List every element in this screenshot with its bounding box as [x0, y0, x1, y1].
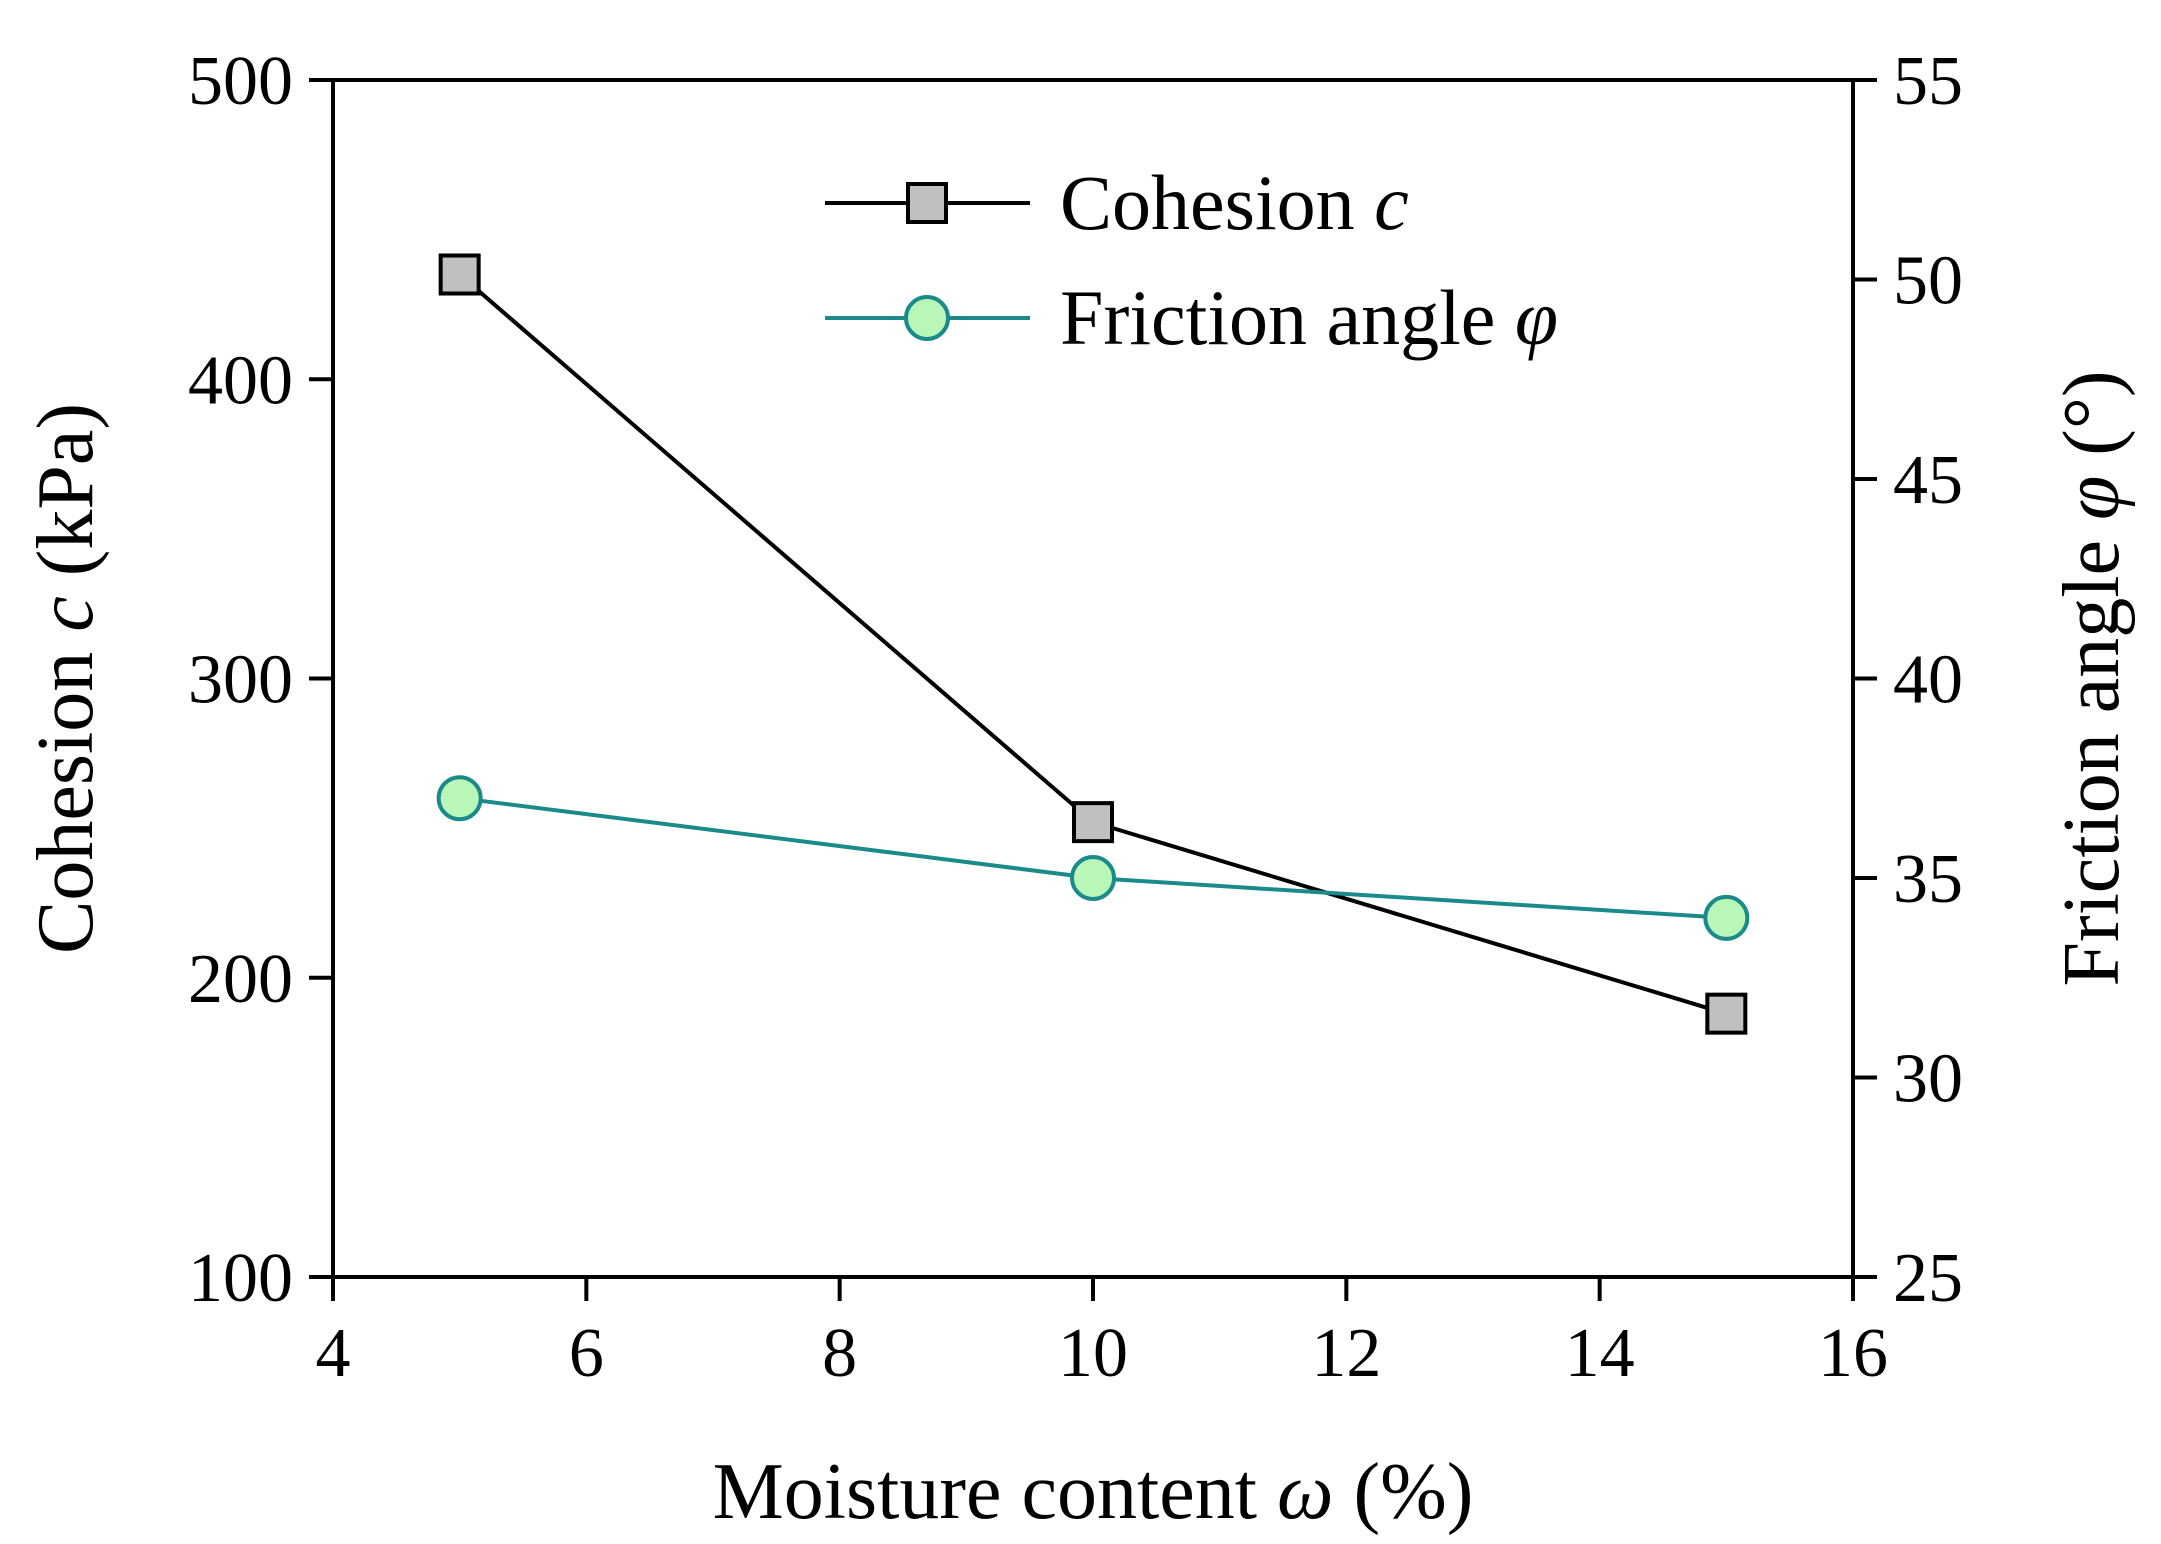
y-right-tick-label: 50	[1893, 243, 1963, 320]
y-left-tick-label: 500	[188, 43, 293, 120]
axes: 4 6 8 10 12 14 16 100 200 300 400 500 25 30 35 40 45 50 55	[188, 43, 1963, 1392]
x-tick-label: 10	[1058, 1315, 1128, 1392]
x-tick-label: 6	[569, 1315, 604, 1392]
y-left-tick-label: 400	[188, 342, 293, 419]
friction-angle-point	[1070, 855, 1116, 901]
y-right-tick-label: 25	[1893, 1240, 1963, 1317]
plot-frame	[331, 78, 1855, 1279]
y-right-tick-label: 35	[1893, 841, 1963, 918]
y-left-tick-label: 300	[188, 642, 293, 719]
x-tick-label: 12	[1311, 1315, 1381, 1392]
cohesion-point	[1705, 992, 1748, 1035]
y-right-tick-label: 45	[1893, 442, 1963, 519]
x-axis-title: Moisture content ω (%)	[713, 1448, 1474, 1536]
y-left-tick-label: 200	[188, 941, 293, 1018]
y-right-tick-label: 30	[1893, 1041, 1963, 1118]
legend-marker-square	[906, 182, 948, 224]
y-left-tick-label: 100	[188, 1240, 293, 1317]
y-right-tick-label: 40	[1893, 642, 1963, 719]
series-line-1	[458, 272, 1727, 1016]
legend-marker-circle	[904, 295, 950, 341]
series-markers	[436, 253, 1750, 1035]
y-left-axis-title: Cohesion c (kPa)	[22, 403, 110, 954]
cohesion-point	[1072, 801, 1114, 844]
x-tick-label: 14	[1565, 1315, 1635, 1392]
friction-angle-point	[436, 775, 483, 822]
legend-label-2: Friction angle φ	[1060, 274, 1558, 361]
friction-angle-point	[1703, 894, 1750, 941]
y-right-axis-title: Friction angle φ (°)	[2048, 370, 2136, 986]
y-right-tick-label: 55	[1893, 43, 1963, 120]
series-lines	[458, 272, 1727, 1016]
x-tick-label: 8	[822, 1315, 857, 1392]
legend-label-1: Cohesion c	[1060, 159, 1409, 246]
x-tick-label: 4	[316, 1315, 351, 1392]
legend: Cohesion c Friction angle φ	[825, 159, 1558, 361]
x-tick-label: 16	[1818, 1315, 1888, 1392]
cohesion-point	[438, 253, 481, 296]
axis-titles: Moisture content ω (%) Cohesion c (kPa) Fr…	[22, 370, 2136, 1536]
